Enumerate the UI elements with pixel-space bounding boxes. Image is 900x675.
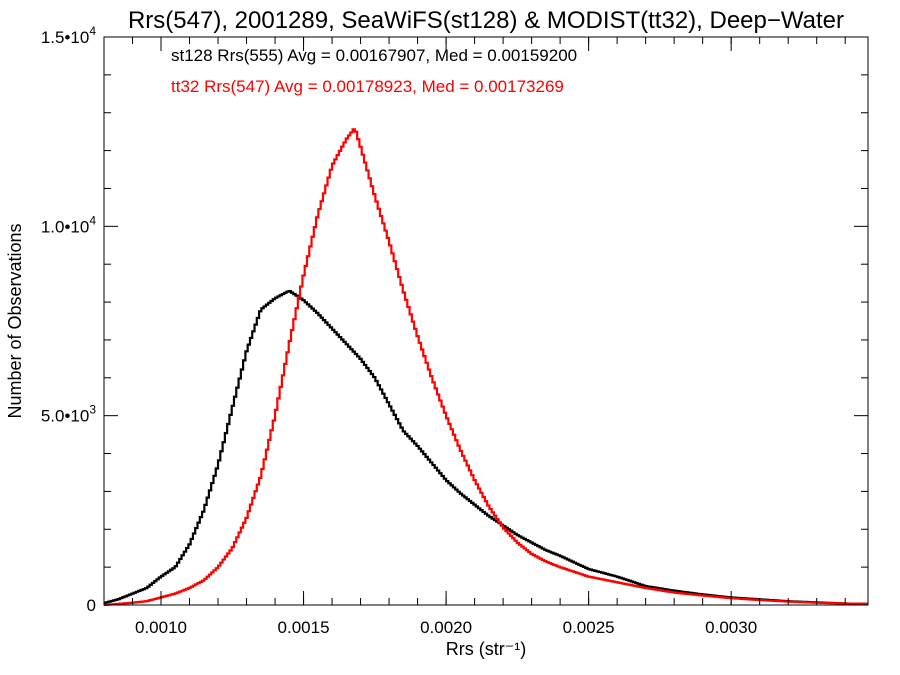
y-axis-label: Number of Observations: [5, 223, 25, 418]
x-tick-label: 0.0025: [563, 618, 615, 637]
chart-title: Rrs(547), 2001289, SeaWiFS(st128) & MODI…: [128, 7, 844, 34]
series-layer: [104, 128, 868, 607]
x-axis-label: Rrs (str⁻¹): [446, 639, 526, 659]
annotation-tt32: tt32 Rrs(547) Avg = 0.00178923, Med = 0.…: [171, 77, 564, 96]
y-tick-label: 5.0•103: [41, 403, 97, 426]
y-tick-label: 0: [87, 596, 96, 615]
series-line-1: [104, 128, 868, 607]
y-tick-label: 1.5•104: [41, 24, 97, 47]
x-tick-label: 0.0030: [705, 618, 757, 637]
x-tick-label: 0.0015: [278, 618, 330, 637]
x-tick-label: 0.0010: [135, 618, 187, 637]
x-tick-label: 0.0020: [420, 618, 472, 637]
series-line-0: [104, 289, 868, 605]
y-tick-label: 1.0•104: [41, 213, 97, 236]
annotation-st128: st128 Rrs(555) Avg = 0.00167907, Med = 0…: [171, 46, 577, 65]
plot-frame: [103, 36, 869, 606]
ticks-layer: 0.0010 0.0015 0.0020 0.0025 0.0030 0 5.0•103 1.…: [41, 24, 868, 637]
